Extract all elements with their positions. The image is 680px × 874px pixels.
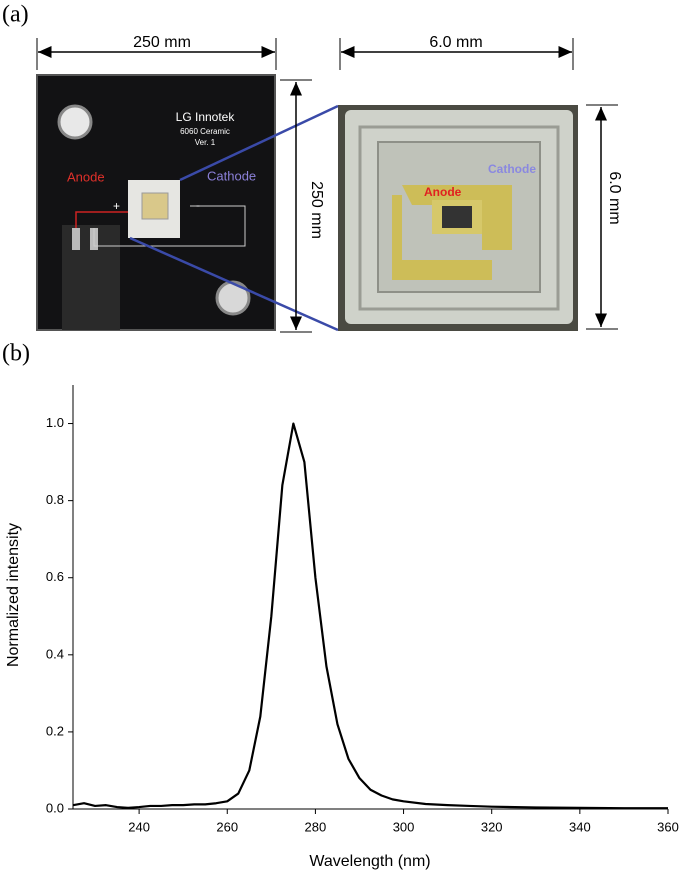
y-axis-label: Normalized intensity	[5, 523, 22, 667]
board-text: 6060 Ceramic	[180, 127, 230, 136]
dimension-label: 6.0 mm	[606, 171, 623, 224]
x-tick-label: 360	[657, 819, 679, 834]
plus-sign: +	[113, 199, 120, 213]
x-tick-label: 240	[128, 819, 150, 834]
y-tick-label: 0.8	[46, 492, 64, 507]
dimension-label: 250 mm	[308, 181, 325, 239]
y-tick-label: 0.6	[46, 569, 64, 584]
board-text: LG Innotek	[176, 110, 236, 124]
x-tick-label: 320	[481, 819, 503, 834]
board-text: Ver. 1	[195, 138, 216, 147]
x-tick-label: 300	[393, 819, 415, 834]
minus-sign: -	[196, 198, 200, 212]
dimension-label: 250 mm	[133, 34, 191, 51]
y-tick-label: 0.4	[46, 646, 64, 661]
zoom-line	[179, 104, 339, 182]
anode-label: Anode	[67, 169, 105, 184]
y-tick-label: 0.0	[46, 800, 64, 815]
zoom-line	[129, 236, 339, 332]
dimension-label: 6.0 mm	[429, 34, 482, 51]
board-photo: LG Innotek 6060 Ceramic Ver. 1 Anode Cat…	[36, 74, 276, 331]
spectrum-line	[72, 422, 668, 810]
panel-label: (a)	[2, 2, 29, 28]
panel-label: (b)	[2, 341, 30, 367]
y-tick-label: 1.0	[46, 415, 64, 430]
chip-anode-label: Anode	[424, 185, 462, 199]
x-tick-label: 260	[216, 819, 238, 834]
x-axis-label: Wavelength (nm)	[309, 853, 430, 870]
y-tick-label: 0.2	[46, 723, 64, 738]
dimensions: 250 mm 250 mm 6.0 mm 6.0 mm	[36, 34, 623, 333]
x-tick-label: 280	[305, 819, 327, 834]
chip-photo: Cathode Anode	[338, 105, 578, 331]
x-tick-label: 340	[569, 819, 591, 834]
chip-cathode-label: Cathode	[488, 162, 536, 176]
cathode-label: Cathode	[207, 168, 256, 183]
